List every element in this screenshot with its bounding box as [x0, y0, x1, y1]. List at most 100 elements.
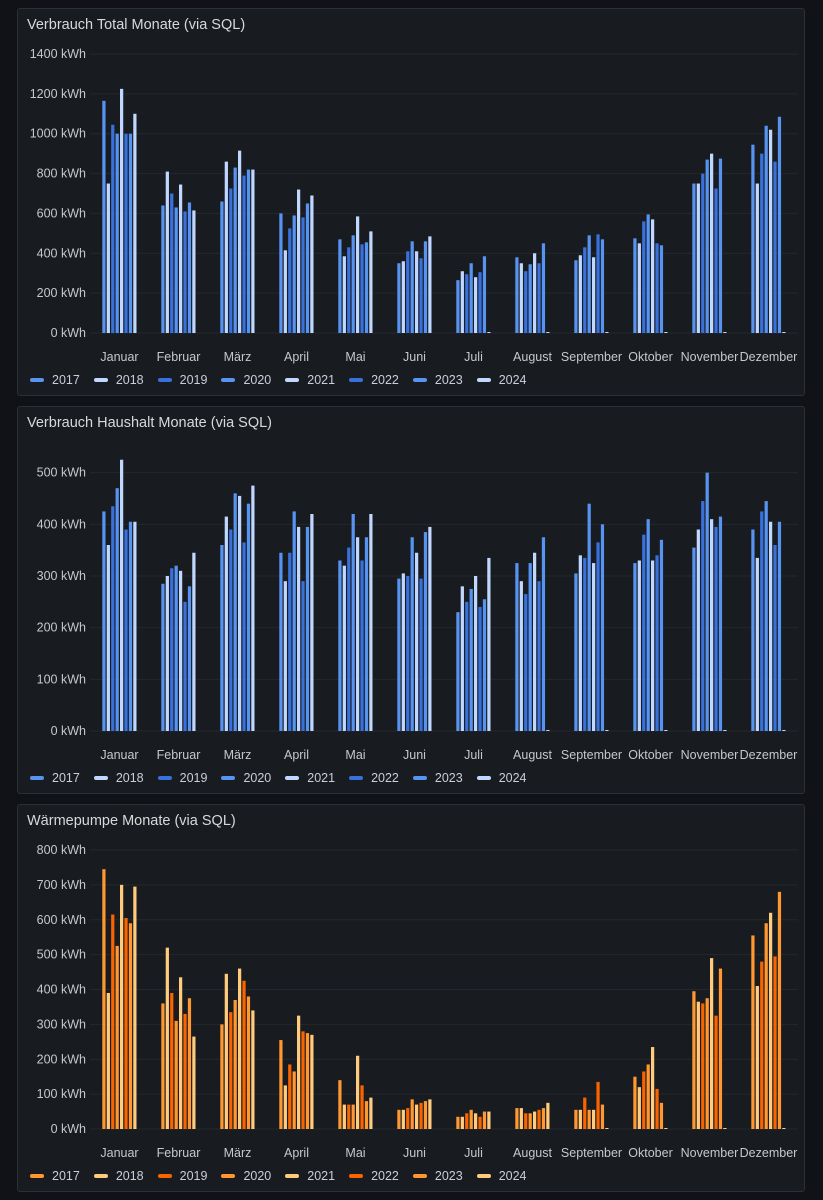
bar-2024-August[interactable] — [546, 1102, 550, 1129]
bar-2017-Februar[interactable] — [161, 583, 165, 731]
bar-2024-Juli[interactable] — [487, 1111, 491, 1129]
bar-2020-November[interactable] — [705, 159, 709, 333]
bar-2021-Juni[interactable] — [415, 251, 419, 333]
bar-2024-Juli[interactable] — [487, 557, 491, 731]
bar-2020-August[interactable] — [528, 264, 532, 333]
bar-2021-März[interactable] — [238, 495, 242, 731]
bar-2023-Juni[interactable] — [423, 241, 428, 333]
bar-2018-Januar[interactable] — [106, 992, 110, 1129]
bar-2023-Dezember[interactable] — [777, 891, 782, 1129]
legend-item-2023[interactable]: 2023 — [412, 771, 463, 785]
bar-2024-Februar[interactable] — [192, 552, 196, 731]
bar-2022-Mai[interactable] — [360, 1085, 364, 1129]
bar-2018-Oktober[interactable] — [637, 560, 641, 732]
bar-2020-Januar[interactable] — [115, 945, 119, 1129]
bar-2022-Mai[interactable] — [360, 560, 364, 732]
legend-item-2019[interactable]: 2019 — [157, 771, 207, 785]
bar-2018-Dezember[interactable] — [755, 986, 759, 1129]
bar-2019-November[interactable] — [701, 501, 705, 731]
bar-2022-November[interactable] — [714, 1015, 718, 1129]
bar-2024-September[interactable] — [605, 730, 609, 731]
bar-2019-Dezember[interactable] — [760, 511, 764, 731]
bar-2022-Dezember[interactable] — [773, 956, 777, 1129]
bar-2024-Juni[interactable] — [428, 526, 432, 731]
bar-2017-Mai[interactable] — [338, 1080, 342, 1129]
bar-2020-September[interactable] — [587, 503, 591, 731]
bar-2019-Januar[interactable] — [111, 506, 115, 731]
bar-2017-Oktober[interactable] — [633, 1076, 637, 1129]
bar-2022-März[interactable] — [242, 980, 246, 1129]
bar-2023-Dezember[interactable] — [777, 521, 782, 731]
bar-2021-August[interactable] — [533, 1111, 537, 1129]
bar-2022-Februar[interactable] — [183, 601, 187, 731]
bar-2019-September[interactable] — [583, 247, 587, 333]
legend-item-2023[interactable]: 2023 — [412, 373, 463, 387]
bar-2022-Januar[interactable] — [124, 918, 128, 1129]
bar-2017-März[interactable] — [220, 545, 224, 731]
bar-2019-April[interactable] — [288, 552, 292, 731]
bar-2020-Dezember[interactable] — [764, 923, 768, 1129]
bar-2017-Januar[interactable] — [102, 869, 106, 1129]
legend-item-2022[interactable]: 2022 — [349, 1169, 399, 1183]
bar-2020-Februar[interactable] — [174, 565, 178, 731]
bar-2023-Januar[interactable] — [128, 133, 133, 333]
bar-2024-Mai[interactable] — [369, 231, 373, 333]
bar-2021-April[interactable] — [297, 1015, 301, 1129]
bar-2021-Juli[interactable] — [474, 1113, 478, 1129]
bar-2020-Mai[interactable] — [351, 1104, 355, 1129]
bar-2019-Oktober[interactable] — [642, 1071, 646, 1129]
bar-2018-Mai[interactable] — [342, 565, 346, 731]
bar-2022-August[interactable] — [537, 1109, 541, 1129]
bar-2023-Juni[interactable] — [423, 532, 428, 731]
bar-2024-Januar[interactable] — [133, 886, 137, 1129]
bar-2024-Juli[interactable] — [487, 332, 491, 333]
bar-2017-März[interactable] — [220, 201, 224, 333]
bar-2024-April[interactable] — [310, 1034, 314, 1129]
bar-2020-Januar[interactable] — [115, 488, 119, 731]
bar-2021-März[interactable] — [238, 968, 242, 1129]
bar-2018-Juli[interactable] — [460, 1116, 464, 1129]
bar-2023-Juli[interactable] — [482, 599, 487, 731]
bar-2023-Juni[interactable] — [423, 1101, 428, 1129]
bar-2021-Mai[interactable] — [356, 537, 360, 731]
bar-2018-August[interactable] — [519, 263, 523, 333]
bar-2020-Juni[interactable] — [410, 241, 414, 333]
bar-2017-Juli[interactable] — [456, 280, 460, 333]
bar-2017-März[interactable] — [220, 1024, 224, 1129]
bar-2023-November[interactable] — [718, 158, 723, 333]
bar-2017-Juli[interactable] — [456, 612, 460, 731]
legend-item-2023[interactable]: 2023 — [412, 1169, 463, 1183]
bar-2023-Mai[interactable] — [364, 242, 369, 333]
bar-2024-Juni[interactable] — [428, 236, 432, 333]
bar-2021-Mai[interactable] — [356, 1055, 360, 1129]
legend-item-2018[interactable]: 2018 — [93, 771, 144, 785]
bar-2019-September[interactable] — [583, 557, 587, 731]
bar-2024-April[interactable] — [310, 195, 314, 333]
bar-2021-April[interactable] — [297, 189, 301, 333]
legend-item-2022[interactable]: 2022 — [349, 373, 399, 387]
legend-item-2021[interactable]: 2021 — [285, 1169, 335, 1183]
bar-2022-September[interactable] — [596, 1081, 600, 1129]
bar-2023-August[interactable] — [541, 1108, 546, 1129]
bar-2023-Mai[interactable] — [364, 537, 369, 731]
bar-2023-Dezember[interactable] — [777, 116, 782, 334]
bar-2017-Dezember[interactable] — [751, 144, 755, 333]
bar-2017-April[interactable] — [279, 552, 283, 731]
bar-2022-März[interactable] — [242, 175, 246, 333]
bar-2023-November[interactable] — [718, 968, 723, 1129]
bar-2018-April[interactable] — [283, 581, 287, 731]
bar-2021-Oktober[interactable] — [651, 560, 655, 732]
bar-2022-Mai[interactable] — [360, 244, 364, 333]
bar-2020-Juli[interactable] — [469, 1109, 473, 1129]
bar-2019-August[interactable] — [524, 1113, 528, 1129]
bar-2024-Mai[interactable] — [369, 514, 373, 731]
bar-2018-Januar[interactable] — [106, 183, 110, 333]
bar-2017-November[interactable] — [692, 547, 696, 731]
bar-2020-November[interactable] — [705, 998, 709, 1129]
bar-2024-September[interactable] — [605, 332, 609, 333]
bar-2021-Dezember[interactable] — [769, 912, 773, 1129]
bar-2018-April[interactable] — [283, 250, 287, 333]
bar-2024-November[interactable] — [723, 332, 727, 333]
bar-2024-November[interactable] — [723, 1128, 727, 1129]
bar-2019-Januar[interactable] — [111, 914, 115, 1129]
